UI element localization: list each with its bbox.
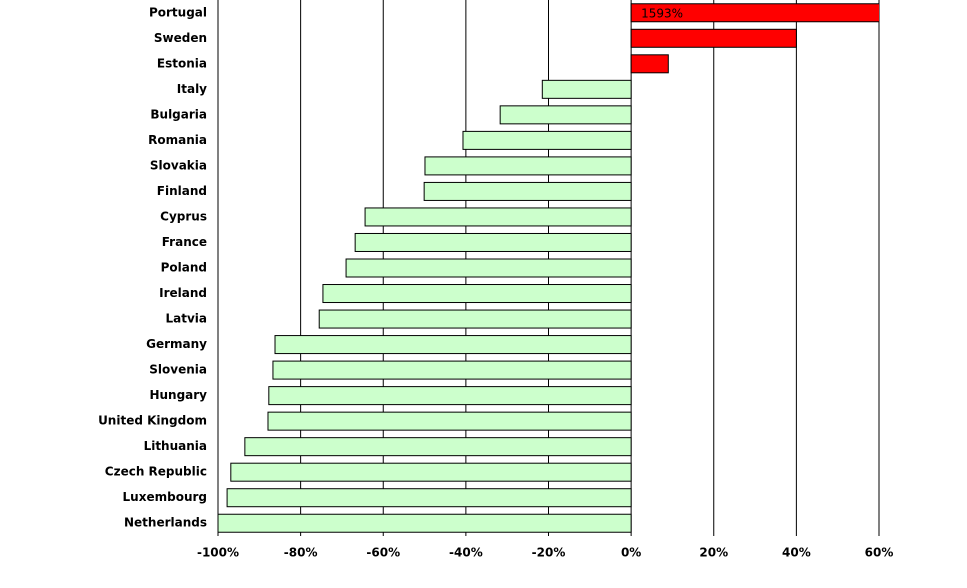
x-tick-label: -40% — [449, 546, 483, 560]
bar — [322, 284, 632, 304]
y-tick-label: Lithuania — [144, 439, 207, 453]
x-tick-label: -100% — [197, 546, 239, 560]
x-tick-label: -60% — [366, 546, 400, 560]
bar — [274, 335, 632, 355]
bar — [272, 360, 632, 380]
bar — [499, 105, 632, 125]
bar — [423, 181, 632, 201]
y-tick-label: Estonia — [157, 56, 207, 70]
x-tick-label: 40% — [782, 546, 811, 560]
bars — [218, 3, 879, 533]
bar — [630, 28, 797, 48]
y-tick-label: Germany — [146, 337, 207, 351]
bar — [364, 207, 632, 227]
x-tick-label: 20% — [699, 546, 728, 560]
y-tick-label: Ireland — [159, 286, 207, 300]
data-label: 1593% — [641, 6, 683, 20]
bar — [354, 232, 632, 252]
y-tick-label: Slovakia — [150, 158, 207, 172]
y-tick-label: France — [162, 235, 207, 249]
y-tick-label: Czech Republic — [105, 465, 207, 479]
y-tick-label: Portugal — [149, 5, 207, 19]
y-tick-label: Slovenia — [149, 363, 207, 377]
bar — [267, 411, 632, 431]
bar — [424, 156, 632, 176]
bar — [218, 513, 632, 533]
y-tick-label: Luxembourg — [123, 490, 207, 504]
bar — [230, 462, 632, 482]
bar — [268, 386, 632, 406]
y-tick-label: Italy — [177, 82, 207, 96]
y-tick-label: Romania — [148, 133, 207, 147]
y-tick-label: Poland — [161, 261, 207, 275]
bar — [226, 488, 632, 508]
y-tick-label: Bulgaria — [150, 107, 207, 121]
bar — [630, 3, 879, 23]
y-tick-label: Hungary — [149, 388, 207, 402]
x-tick-label: -80% — [284, 546, 318, 560]
labels: -100% -80% -60% -40% -20% 0% 20% 40% 60% Portugal… — [98, 5, 893, 559]
y-tick-label: United Kingdom — [98, 414, 207, 428]
y-tick-label: Latvia — [165, 312, 207, 326]
bar — [462, 130, 632, 150]
bar — [541, 79, 632, 99]
y-tick-label: Cyprus — [160, 209, 207, 223]
y-tick-label: Finland — [157, 184, 207, 198]
x-tick-label: -20% — [532, 546, 566, 560]
x-tick-label: 0% — [621, 546, 641, 560]
bar — [318, 309, 632, 329]
y-tick-label: Sweden — [154, 31, 207, 45]
bar — [244, 437, 632, 457]
bar — [345, 258, 632, 278]
y-tick-label: Netherlands — [124, 516, 207, 530]
x-tick-label: 60% — [865, 546, 894, 560]
bar — [630, 54, 669, 74]
